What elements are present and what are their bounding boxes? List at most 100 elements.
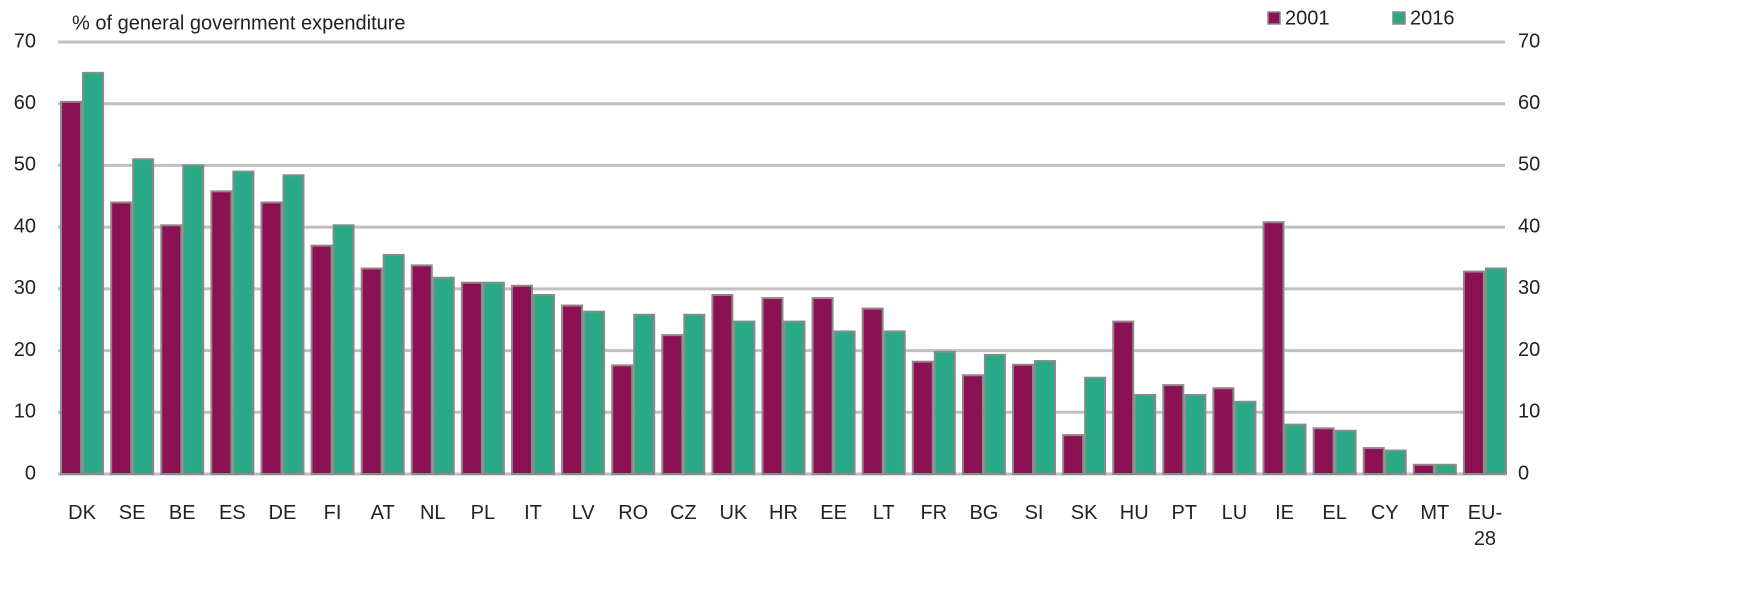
- bar: [282, 174, 305, 475]
- bar: [1034, 360, 1057, 476]
- bar: [783, 320, 806, 475]
- bar: [1462, 270, 1485, 475]
- bar: [811, 297, 834, 475]
- legend-label: 2016: [1410, 7, 1455, 29]
- bar: [1412, 463, 1435, 476]
- bar: [983, 353, 1006, 475]
- bar: [1262, 221, 1285, 475]
- x-tick-label: PL: [470, 502, 496, 524]
- x-tick-label: LT: [872, 502, 895, 524]
- bar: [382, 253, 405, 475]
- x-tick-label: HU: [1119, 502, 1149, 524]
- bar: [532, 294, 555, 475]
- x-tick-label: HR: [769, 502, 798, 524]
- bar: [110, 201, 133, 475]
- x-tick-label: AT: [370, 502, 395, 524]
- y-tick-label: 60: [14, 92, 36, 114]
- bar: [1062, 434, 1085, 475]
- bar: [310, 244, 333, 475]
- bar: [82, 71, 105, 475]
- y2-tick-label: 70: [1518, 30, 1540, 52]
- legend-swatch: [1392, 11, 1406, 25]
- bar: [1012, 363, 1035, 475]
- bar: [510, 284, 533, 475]
- bar: [733, 320, 756, 475]
- x-tick-label: DK: [68, 502, 96, 524]
- bar: [1112, 320, 1135, 475]
- bar: [260, 201, 283, 475]
- y2-tick-label: 60: [1518, 92, 1540, 114]
- x-tick-label: RO: [618, 502, 649, 524]
- bar: [961, 374, 984, 475]
- x-tick-label: CZ: [669, 502, 697, 524]
- bar: [633, 313, 656, 475]
- x-tick-label: FR: [920, 502, 948, 524]
- y-tick-label: 0: [25, 462, 36, 484]
- bar: [1084, 376, 1107, 475]
- bar: [1162, 384, 1185, 476]
- bar: [883, 330, 906, 475]
- bar: [561, 304, 584, 475]
- x-tick-label: IT: [524, 502, 542, 524]
- x-tick-label: BG: [969, 502, 999, 524]
- bar: [933, 350, 956, 476]
- y-tick-label: 40: [14, 215, 36, 237]
- x-tick-label: NL: [419, 502, 446, 524]
- bar: [661, 334, 684, 475]
- x-tick-label: CY: [1370, 502, 1399, 524]
- bar: [232, 170, 255, 475]
- x-tick-label: SE: [118, 502, 146, 524]
- bar: [210, 190, 233, 475]
- y2-tick-label: 10: [1518, 401, 1540, 423]
- x-tick-label: MT: [1420, 502, 1450, 524]
- bar: [1362, 447, 1385, 475]
- y-tick-label: 70: [14, 30, 36, 52]
- bar: [160, 224, 183, 475]
- bar: [1284, 423, 1307, 475]
- x-tick-label: DE: [268, 502, 297, 524]
- bar: [1384, 449, 1407, 476]
- legend-swatch: [1267, 11, 1281, 25]
- bar: [711, 294, 734, 475]
- y-tick-label: 20: [14, 339, 36, 361]
- bar: [611, 364, 634, 475]
- y-tick-label: 50: [14, 154, 36, 176]
- x-tick-label: EE: [820, 502, 847, 524]
- y2-tick-label: 20: [1518, 339, 1540, 361]
- bar: [1212, 387, 1235, 475]
- x-tick-label: ES: [219, 502, 246, 524]
- bar: [432, 276, 455, 475]
- x-tick-label: SK: [1070, 502, 1098, 524]
- bar: [182, 164, 205, 476]
- bar: [911, 360, 934, 475]
- x-tick-label: IE: [1275, 502, 1294, 524]
- x-tick-label: FI: [323, 502, 342, 524]
- x-tick-label: BE: [168, 502, 196, 524]
- bar: [410, 264, 433, 475]
- bar: [332, 224, 355, 475]
- bar: [1134, 394, 1157, 475]
- x-tick-label: UK: [719, 502, 748, 524]
- bar: [60, 100, 83, 475]
- bar: [761, 297, 784, 475]
- y2-tick-label: 0: [1518, 462, 1529, 484]
- bar: [132, 158, 155, 475]
- x-tick-label: EL: [1322, 502, 1347, 524]
- bar: [1334, 429, 1357, 475]
- bar: [833, 330, 856, 475]
- x-tick-label: LU: [1221, 502, 1248, 524]
- chart-title: % of general government expenditure: [72, 12, 406, 34]
- y-tick-label: 30: [14, 277, 36, 299]
- bar: [683, 313, 706, 475]
- x-tick-label: EU-28: [1467, 502, 1503, 550]
- x-tick-label: PT: [1171, 502, 1198, 524]
- y-tick-label: 10: [14, 401, 36, 423]
- y2-tick-label: 50: [1518, 154, 1540, 176]
- y2-tick-label: 30: [1518, 277, 1540, 299]
- bar: [1312, 427, 1335, 475]
- bar: [1484, 267, 1507, 475]
- bar: [583, 310, 606, 476]
- bar: [1234, 400, 1257, 475]
